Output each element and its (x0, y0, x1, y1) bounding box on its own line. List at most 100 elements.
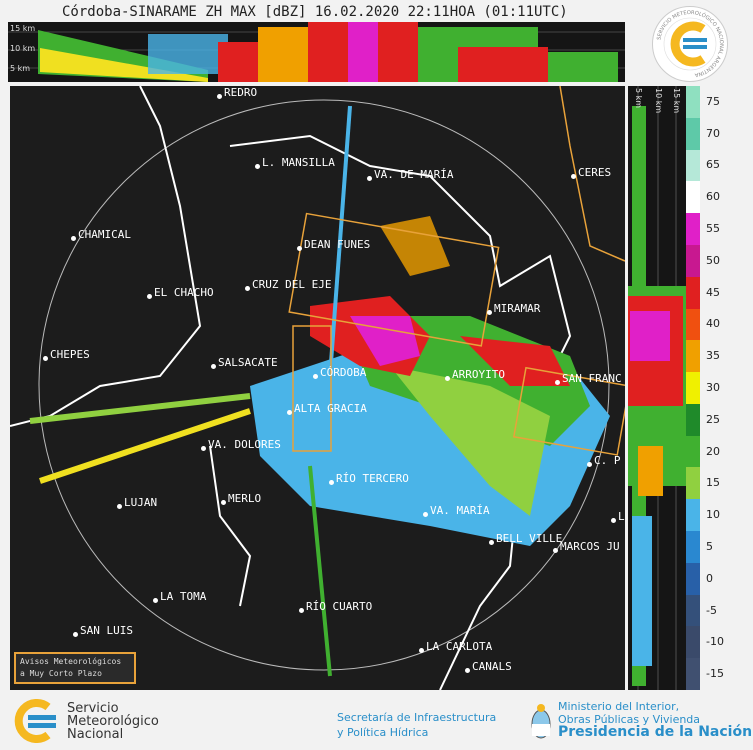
scale-color-band (686, 594, 700, 627)
city-label: CHEPES (43, 348, 90, 361)
smn-line: Servicio (67, 701, 119, 716)
scale-tick-label: 60 (706, 190, 720, 204)
city-label: SAN FRANC (555, 372, 622, 385)
ministerio-text: Ministerio del Interior, Obras Públicas … (558, 700, 752, 739)
scale-tick-label: 50 (706, 253, 720, 267)
city-label: SALSACATE (211, 356, 278, 369)
city-label: L (611, 510, 625, 523)
scale-color-band (686, 213, 700, 246)
scale-color-band (686, 149, 700, 182)
city-label: MIRAMAR (486, 302, 541, 315)
city-label: CANALS (465, 660, 512, 673)
scale-color-band (686, 499, 700, 532)
scale-tick-label: 15 (706, 476, 720, 490)
scale-tick-label: 55 (706, 222, 720, 236)
smn-name: Servicio Meteorológico Nacional (67, 702, 159, 741)
avisos-line: Avisos Meteorológicos (20, 657, 122, 666)
city-label: BELL VILLE (488, 532, 563, 545)
smn-logo-icon (14, 699, 56, 743)
secretaria-line: y Política Hídrica (337, 726, 429, 739)
scale-tick-label: 70 (706, 126, 720, 140)
scale-tick-label: 65 (706, 158, 720, 172)
city-label: DEAN FUNES (296, 238, 371, 251)
scale-color-band (686, 403, 700, 437)
height-label: 5 km (10, 64, 31, 73)
scale-color-band (686, 562, 700, 596)
city-label: SAN LUIS (73, 624, 133, 637)
scale-color-band (686, 276, 700, 310)
radar-reflectivity-layer (10, 86, 625, 690)
scale-tick-label: -5 (706, 603, 717, 617)
badge-text: SERVICIO METEOROLÓGICO NACIONAL ARGENTIN… (656, 10, 724, 78)
scale-tick-label: 0 (706, 571, 713, 585)
scale-tick-label: 30 (706, 381, 720, 394)
ministerio-line: Ministerio del Interior, (558, 700, 680, 713)
scale-tick-label: 35 (706, 349, 720, 363)
city-label: RÍO TERCERO (329, 472, 409, 485)
city-label: C. P (587, 454, 621, 467)
smn-badge-logo: SERVICIO METEOROLÓGICO NACIONAL ARGENTIN… (652, 6, 728, 82)
scale-tick-label: 25 (706, 412, 720, 426)
scale-color-band (686, 658, 700, 691)
top-section-graphic (8, 22, 625, 82)
badge-ring-text: SERVICIO METEOROLÓGICO NACIONAL ARGENTIN… (656, 10, 724, 78)
scale-color-band (686, 181, 700, 214)
radar-map[interactable]: REDRO L. MANSILLA VA. DE MARÍA CERES CHA… (10, 86, 625, 690)
page-title: Córdoba-SINARAME ZH MAX [dBZ] 16.02.2020… (62, 4, 568, 20)
city-label: CRUZ DEL EJE (244, 278, 332, 291)
smn-line: Meteorológico (67, 714, 159, 729)
city-label: CÓRDOBA (312, 366, 367, 379)
city-label: CHAMICAL (71, 228, 131, 241)
city-label: REDRO (216, 86, 258, 99)
scale-color-band (686, 117, 700, 151)
height-label: 15 km (10, 24, 36, 33)
vertical-cross-section-top: 15 km 10 km 5 km (8, 22, 625, 82)
scale-color-band (686, 86, 700, 119)
vertical-cross-section-side: 5 km 10 km 15 km (628, 86, 686, 690)
city-label: CERES (570, 166, 612, 179)
scale-color-band (686, 626, 700, 659)
avisos-button[interactable]: Avisos Meteorológicos a Muy Corto Plazo (14, 652, 136, 684)
city-label: MERLO (220, 492, 262, 505)
side-section-graphic (628, 86, 686, 690)
coat-of-arms-icon (531, 704, 551, 739)
secretaria-line: Secretaría de Infraestructura (337, 711, 497, 724)
ministerio-line: Obras Públicas y Vivienda (558, 713, 701, 726)
scale-tick-label: 45 (706, 285, 720, 299)
scale-color-band (686, 244, 700, 278)
scale-tick-label: 5 (706, 539, 713, 553)
city-label: LA CARLOTA (418, 640, 493, 653)
scale-color-band (686, 372, 700, 405)
scale-tick-label: 20 (706, 444, 720, 458)
presidencia-line: Presidencia de la Nación (558, 724, 753, 740)
city-label: EL CHACHO (147, 286, 214, 299)
height-label: 5 km (634, 88, 643, 109)
city-label: ALTA GRACIA (287, 402, 367, 415)
scale-color-band (686, 435, 700, 468)
height-label: 10 km (10, 44, 36, 53)
scale-tick-label: 10 (706, 508, 720, 522)
city-label: VA. DOLORES (201, 438, 281, 451)
city-label: ARROYITO (445, 368, 505, 381)
city-label: LUJAN (116, 496, 158, 509)
scale-tick-label: -15 (706, 667, 724, 681)
smn-line: Nacional (67, 727, 124, 742)
scale-color-band (686, 531, 700, 564)
city-label: VA. MARÍA (423, 504, 490, 517)
scale-tick-label: -10 (706, 635, 724, 649)
scale-color-band (686, 308, 700, 341)
secretaria-text: Secretaría de Infraestructura y Política… (337, 710, 496, 740)
height-label: 10 km (654, 88, 663, 114)
dbz-color-scale (686, 86, 700, 691)
city-label: VA. DE MARÍA (366, 168, 454, 181)
city-label: L. MANSILLA (255, 156, 335, 169)
city-label: LA TOMA (152, 590, 207, 603)
height-label: 15 km (672, 88, 681, 114)
city-label: MARCOS JU (553, 540, 620, 553)
city-label: RÍO CUARTO (298, 600, 373, 613)
scale-tick-label: 75 (706, 94, 720, 108)
avisos-line: a Muy Corto Plazo (20, 669, 102, 678)
scale-tick-label: 40 (706, 317, 720, 331)
scale-color-band (686, 340, 700, 373)
scale-color-band (686, 467, 700, 500)
